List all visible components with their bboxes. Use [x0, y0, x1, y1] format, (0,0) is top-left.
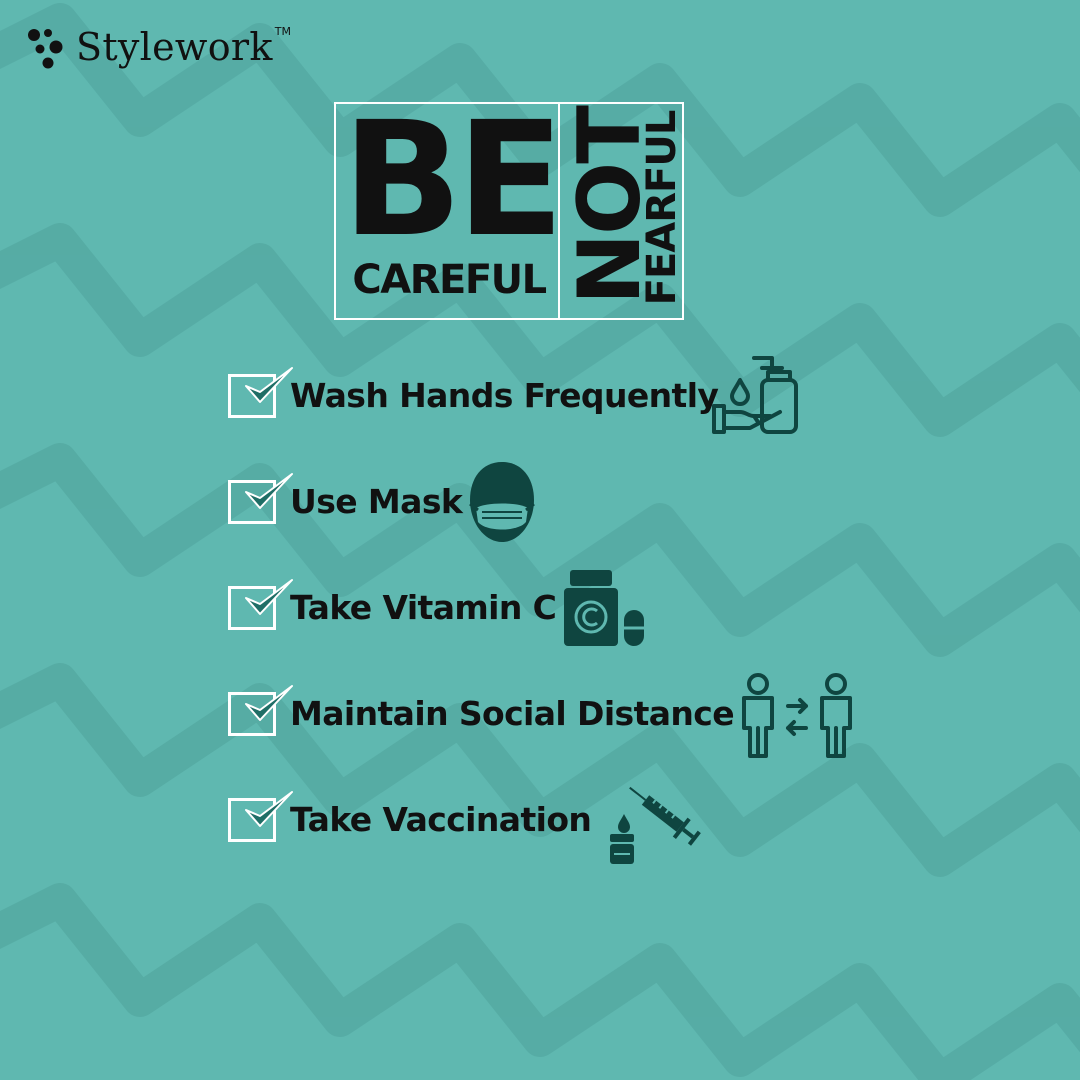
brand-logo: Stylework TM [26, 22, 291, 72]
item-label: Take Vitamin C [290, 588, 557, 627]
molecule-dots-icon [28, 29, 63, 69]
checklist-item: Wash Hands Frequently [226, 356, 826, 440]
face-mask-icon [469, 462, 535, 542]
checkmark-icon [245, 367, 293, 403]
checklist-item: Take Vaccination [226, 784, 826, 864]
checklist-item: Maintain Social Distance [226, 673, 926, 758]
checkmark-icon [245, 473, 293, 509]
checklist-item: Use Mask [226, 462, 826, 546]
headline-frame-right [556, 102, 684, 320]
hand-sanitizer-icon [712, 356, 798, 434]
headline-box: BE CAREFUL NOT FEARFUL [334, 88, 686, 320]
checkmark-icon [245, 685, 293, 721]
headline-careful: CAREFUL [352, 257, 547, 303]
checkbox [228, 480, 276, 524]
checkbox [228, 798, 276, 842]
checkmark-icon [245, 579, 293, 615]
item-label: Wash Hands Frequently [290, 376, 719, 415]
headline-be: BE [342, 88, 564, 272]
item-label: Take Vaccination [290, 800, 592, 839]
headline-fearful-wrapper: FEARFUL [639, 94, 690, 308]
checkbox [228, 374, 276, 418]
headline-frame-left [334, 102, 560, 320]
checkmark-icon [245, 791, 293, 827]
checkbox [228, 586, 276, 630]
headline-fearful: FEARFUL [639, 110, 685, 306]
syringe-vaccine-icon [610, 786, 701, 864]
item-label: Use Mask [290, 482, 463, 521]
social-distance-icon [742, 673, 852, 758]
brand-name: Stylework [76, 25, 273, 69]
item-label: Maintain Social Distance [290, 694, 735, 733]
vitamin-bottle-icon [564, 570, 644, 646]
checkbox [228, 692, 276, 736]
checklist-item: Take Vitamin C [226, 570, 826, 652]
trademark-mark: TM [274, 24, 291, 38]
